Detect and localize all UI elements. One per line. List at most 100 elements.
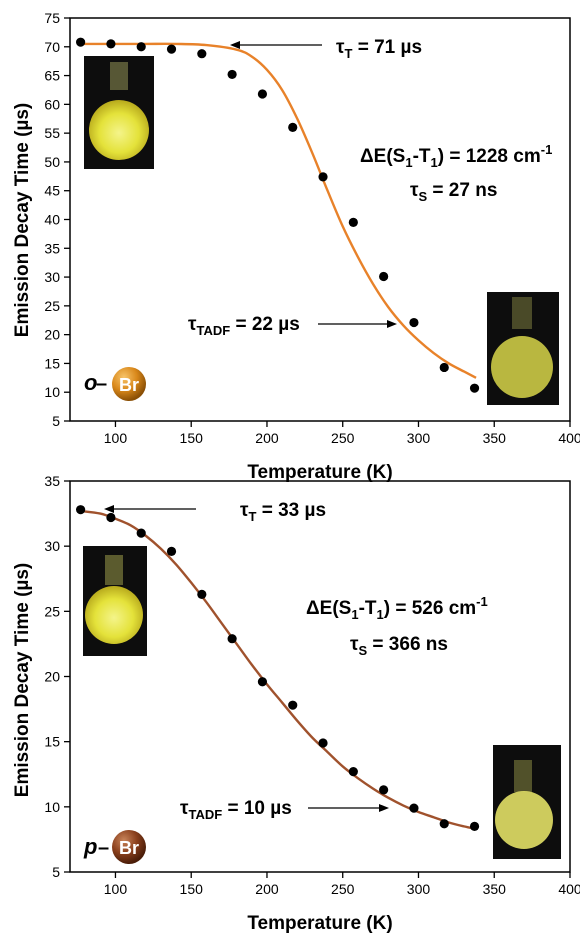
- data-point: [166, 546, 177, 556]
- data-point: [257, 677, 268, 687]
- data-point: [227, 69, 237, 80]
- x-tick-label: 250: [331, 430, 355, 446]
- y-tick-label: 20: [44, 327, 60, 343]
- x-tick-group: 100 150 200 250 300 350 400: [104, 421, 580, 446]
- x-tick-label: 150: [180, 881, 204, 897]
- x-tick-label: 400: [558, 430, 580, 446]
- y-tick-label: 65: [44, 68, 60, 84]
- x-tick-label: 200: [255, 881, 279, 897]
- y-tick-label: 45: [44, 183, 60, 199]
- annotation-delta-e: ΔE(S1-T1) = 526 cm-1: [306, 594, 488, 622]
- flask-photo-o-br-high-temp: [487, 292, 559, 405]
- data-point: [348, 217, 358, 227]
- y-axis-label: Emission Decay Time (µs): [12, 103, 33, 337]
- data-point: [409, 317, 419, 328]
- chart-panel-top: 100 150 200 250 300 350 400 510152025303540455…: [12, 10, 580, 483]
- y-tick-label: 40: [44, 212, 60, 228]
- data-point: [318, 738, 328, 748]
- y-tick-label: 50: [44, 154, 60, 170]
- data-point: [318, 172, 328, 182]
- y-tick-label: 35: [44, 473, 60, 489]
- svg-text:τTADF = 10 µs: τTADF = 10 µs: [180, 798, 292, 822]
- y-tick-label: 5: [52, 864, 60, 880]
- annotation-tau-tadf: τTADF = 10 µs: [180, 798, 389, 822]
- x-axis-label: Temperature (K): [247, 462, 392, 483]
- data-point: [106, 39, 116, 49]
- x-tick-label: 300: [407, 430, 431, 446]
- data-point: [106, 512, 116, 523]
- tau-subscript: T: [344, 46, 352, 61]
- substituent-label-o-br: o – Br: [84, 367, 146, 401]
- svg-text:p: p: [83, 834, 97, 859]
- y-tick-label: 25: [44, 298, 60, 314]
- annotation-tau-t: τT = 33 µs: [104, 500, 326, 524]
- y-tick-label: 25: [44, 603, 60, 619]
- data-point: [439, 362, 449, 373]
- annotation-delta-e: ΔE(S1-T1) = 1228 cm-1: [360, 142, 552, 170]
- data-point: [409, 803, 419, 813]
- data-points: [76, 505, 480, 831]
- x-tick-label: 350: [483, 881, 507, 897]
- x-tick-label: 100: [104, 430, 128, 446]
- data-point: [469, 383, 480, 393]
- data-point: [76, 37, 86, 47]
- fit-curve: [80, 42, 477, 379]
- y-tick-group: 5 10 15 20 25 30 35 40 45 50 55 60 65 70 75: [44, 10, 70, 429]
- x-tick-label: 100: [104, 881, 128, 897]
- data-point: [379, 785, 389, 795]
- annotation-tau-s: τS = 366 ns: [350, 634, 448, 658]
- annotation-tau-s: τS = 27 ns: [410, 180, 497, 204]
- y-tick-label: 15: [44, 355, 60, 371]
- annotation-tau-t: τT = 71 µs: [230, 37, 422, 61]
- data-point: [76, 505, 86, 515]
- annotation-tau-tadf: τTADF = 22 µs: [188, 314, 397, 338]
- x-tick-label: 250: [331, 881, 355, 897]
- data-point: [227, 634, 237, 644]
- flask-photo-p-br-low-temp: [83, 546, 147, 656]
- data-point: [439, 819, 449, 829]
- data-point: [288, 700, 298, 710]
- svg-text:o: o: [84, 370, 97, 395]
- x-tick-label: 200: [255, 430, 279, 446]
- x-tick-group: 100 150 200 250 300 350 400: [104, 872, 580, 897]
- data-point: [197, 589, 207, 599]
- svg-text:Br: Br: [119, 375, 139, 395]
- tau-value: = 71 µs: [352, 37, 422, 58]
- data-point: [136, 528, 146, 538]
- flask-photo-o-br-low-temp: [84, 56, 154, 169]
- data-point: [288, 122, 298, 132]
- chart-panel-bottom: 100 150 200 250 300 350 400 5 10 15 20 25 30 35 Temp…: [12, 473, 580, 934]
- svg-text:–: –: [96, 373, 107, 395]
- data-point: [166, 44, 177, 54]
- data-point: [469, 821, 480, 831]
- x-tick-label: 350: [483, 430, 507, 446]
- substituent-label-p-br: p – Br: [83, 830, 146, 864]
- x-tick-label: 150: [180, 430, 204, 446]
- data-point: [136, 42, 146, 52]
- y-axis-label: Emission Decay Time (µs): [12, 563, 33, 797]
- svg-text:τT = 33 µs: τT = 33 µs: [240, 500, 326, 524]
- data-point: [348, 767, 358, 777]
- data-point: [257, 89, 268, 99]
- fit-line: [80, 42, 477, 379]
- y-tick-label: 70: [44, 39, 60, 55]
- data-point: [197, 49, 207, 59]
- y-tick-group: 5 10 15 20 25 30 35: [44, 473, 70, 880]
- x-axis-label: Temperature (K): [247, 913, 392, 934]
- data-point: [379, 271, 389, 282]
- y-tick-label: 10: [44, 384, 60, 400]
- flask-photo-p-br-high-temp: [493, 745, 561, 859]
- svg-text:τTADF = 22 µs: τTADF = 22 µs: [188, 314, 300, 338]
- y-tick-label: 30: [44, 538, 60, 554]
- x-tick-label: 400: [558, 881, 580, 897]
- svg-text:–: –: [98, 837, 109, 859]
- y-tick-label: 55: [44, 125, 60, 141]
- y-tick-label: 75: [44, 10, 60, 26]
- y-tick-label: 15: [44, 734, 60, 750]
- svg-text:Br: Br: [119, 838, 139, 858]
- tau-symbol: τ: [336, 37, 345, 58]
- data-points: [76, 37, 480, 393]
- y-tick-label: 5: [52, 413, 60, 429]
- y-tick-label: 10: [44, 799, 60, 815]
